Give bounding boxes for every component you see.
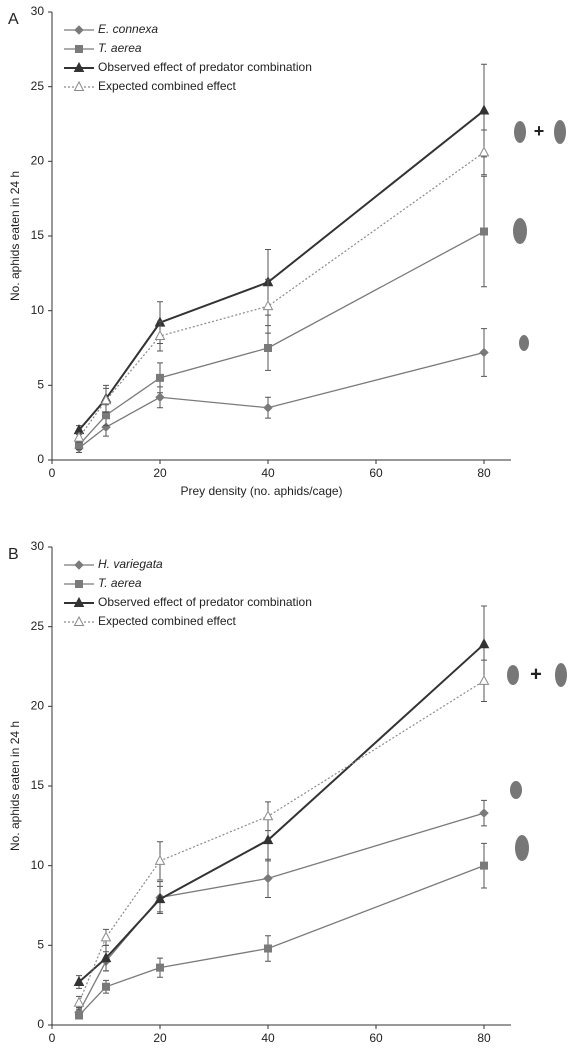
legend-marker xyxy=(75,45,83,53)
marker xyxy=(478,146,490,157)
x-tick-label: 80 xyxy=(477,466,491,480)
marker xyxy=(73,431,85,442)
y-tick-label: 10 xyxy=(31,858,45,872)
x-tick-label: 60 xyxy=(369,466,383,480)
legend-marker xyxy=(75,580,83,588)
marker xyxy=(102,982,110,991)
marker xyxy=(156,963,164,972)
beetle-icon xyxy=(515,835,529,861)
legend-marker xyxy=(73,80,85,91)
marker xyxy=(262,300,274,311)
beetle-icon xyxy=(555,663,567,687)
y-tick-label: 20 xyxy=(31,154,45,168)
series-line xyxy=(78,351,485,449)
marker xyxy=(154,893,166,904)
y-tick-label: 25 xyxy=(31,619,45,633)
x-tick-label: 20 xyxy=(153,466,167,480)
y-axis-label: No. aphids eaten in 24 h xyxy=(8,171,22,301)
marker xyxy=(73,996,85,1007)
panel-label: A xyxy=(8,11,19,28)
y-tick-label: 0 xyxy=(37,1017,44,1031)
panel-label: B xyxy=(8,546,19,563)
legend-label: T. aerea xyxy=(98,576,142,590)
legend-marker xyxy=(74,25,84,35)
marker xyxy=(263,873,273,884)
series-line xyxy=(78,151,485,438)
beetle-icon xyxy=(510,781,522,799)
x-tick-label: 40 xyxy=(261,466,275,480)
legend-label: Expected combined effect xyxy=(98,614,237,628)
x-tick-label: 0 xyxy=(49,466,56,480)
legend-label: T. aerea xyxy=(98,41,142,55)
series-line xyxy=(78,812,485,1013)
y-tick-label: 25 xyxy=(31,79,45,93)
marker xyxy=(154,329,166,341)
beetle-icon xyxy=(519,335,529,351)
y-tick-label: 30 xyxy=(31,4,45,18)
marker xyxy=(264,944,272,953)
y-tick-label: 5 xyxy=(37,378,44,392)
y-tick-label: 15 xyxy=(31,778,45,792)
legend-label: Expected combined effect xyxy=(98,79,237,93)
marker xyxy=(75,1011,83,1020)
marker xyxy=(100,931,112,942)
legend-marker xyxy=(73,61,85,72)
x-axis-label: Prey density (no. aphids/cage) xyxy=(180,484,342,498)
marker xyxy=(478,638,490,649)
marker xyxy=(73,975,85,986)
series-line xyxy=(78,230,485,446)
legend-label: Observed effect of predator combination xyxy=(98,60,312,74)
marker xyxy=(478,674,490,685)
series-line xyxy=(78,680,485,1003)
x-tick-label: 20 xyxy=(153,1031,167,1045)
marker xyxy=(155,392,165,402)
beetle-icon xyxy=(514,121,526,143)
y-tick-label: 0 xyxy=(37,452,44,466)
legend-marker xyxy=(74,560,84,570)
marker xyxy=(102,411,110,420)
y-tick-label: 30 xyxy=(31,539,45,553)
y-axis-label: No. aphids eaten in 24 h xyxy=(8,721,22,851)
y-tick-label: 15 xyxy=(31,228,45,242)
legend-marker xyxy=(73,596,85,607)
legend-label: Observed effect of predator combination xyxy=(98,595,312,609)
legend-label: E. connexa xyxy=(98,22,158,36)
marker xyxy=(479,347,489,358)
plus-sign: + xyxy=(530,663,542,685)
y-tick-label: 10 xyxy=(31,303,45,317)
beetle-icon xyxy=(554,120,566,144)
series-line xyxy=(78,865,485,1016)
marker xyxy=(480,227,488,236)
y-tick-label: 20 xyxy=(31,699,45,713)
marker xyxy=(478,104,490,115)
beetle-icon xyxy=(513,218,527,244)
marker xyxy=(100,952,112,963)
marker xyxy=(480,861,488,870)
marker xyxy=(154,854,166,865)
marker xyxy=(75,441,83,450)
series-line xyxy=(78,643,485,983)
beetle-icons: + + xyxy=(507,120,567,861)
legend-marker xyxy=(73,615,85,626)
legend-label: H. variegata xyxy=(98,557,163,571)
beetle-icon xyxy=(507,665,519,685)
marker xyxy=(100,394,112,405)
x-tick-label: 40 xyxy=(261,1031,275,1045)
marker xyxy=(262,834,274,845)
marker xyxy=(263,403,273,413)
marker xyxy=(156,373,164,382)
series-line xyxy=(78,109,485,431)
x-tick-label: 80 xyxy=(477,1031,491,1045)
y-tick-label: 5 xyxy=(37,938,44,952)
plus-sign: + xyxy=(534,121,545,141)
marker xyxy=(264,344,272,352)
marker xyxy=(479,808,489,818)
x-tick-label: 60 xyxy=(369,1031,383,1045)
x-tick-label: 0 xyxy=(49,1031,56,1045)
marker xyxy=(262,810,274,821)
